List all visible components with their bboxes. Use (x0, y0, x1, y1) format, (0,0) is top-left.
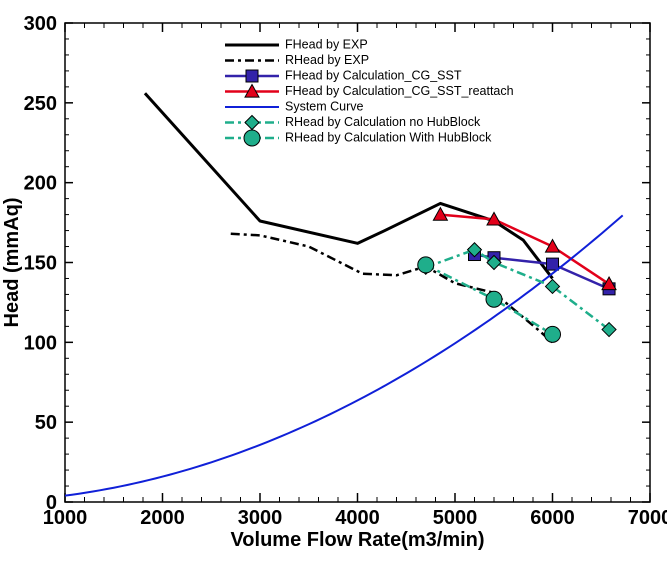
legend-label: FHead by Calculation_CG_SST (285, 68, 462, 82)
legend-label: System Curve (285, 99, 364, 113)
y-tick-label: 300 (24, 13, 57, 35)
y-tick-label: 0 (46, 492, 57, 514)
y-tick-label: 150 (24, 253, 57, 275)
x-tick-label: 7000 (628, 507, 667, 529)
y-tick-label: 200 (24, 173, 57, 195)
legend-label: RHead by EXP (285, 53, 369, 67)
x-tick-label: 4000 (335, 507, 380, 529)
y-tick-label: 50 (35, 412, 57, 434)
x-axis-label: Volume Flow Rate(m3/min) (230, 529, 484, 551)
head-vs-flow-chart: 1000200030004000500060007000050100150200… (0, 0, 667, 577)
legend-label: RHead by Calculation no HubBlock (285, 115, 481, 129)
legend-label: FHead by EXP (285, 37, 368, 51)
x-tick-label: 6000 (530, 507, 575, 529)
x-tick-label: 5000 (433, 507, 478, 529)
x-tick-label: 2000 (140, 507, 185, 529)
y-axis-label: Head (mmAq) (1, 197, 23, 327)
y-tick-label: 100 (24, 332, 57, 354)
legend-label: RHead by Calculation With HubBlock (285, 130, 492, 144)
x-tick-label: 3000 (238, 507, 283, 529)
legend-label: FHead by Calculation_CG_SST_reattach (285, 84, 514, 98)
y-tick-label: 250 (24, 93, 57, 115)
